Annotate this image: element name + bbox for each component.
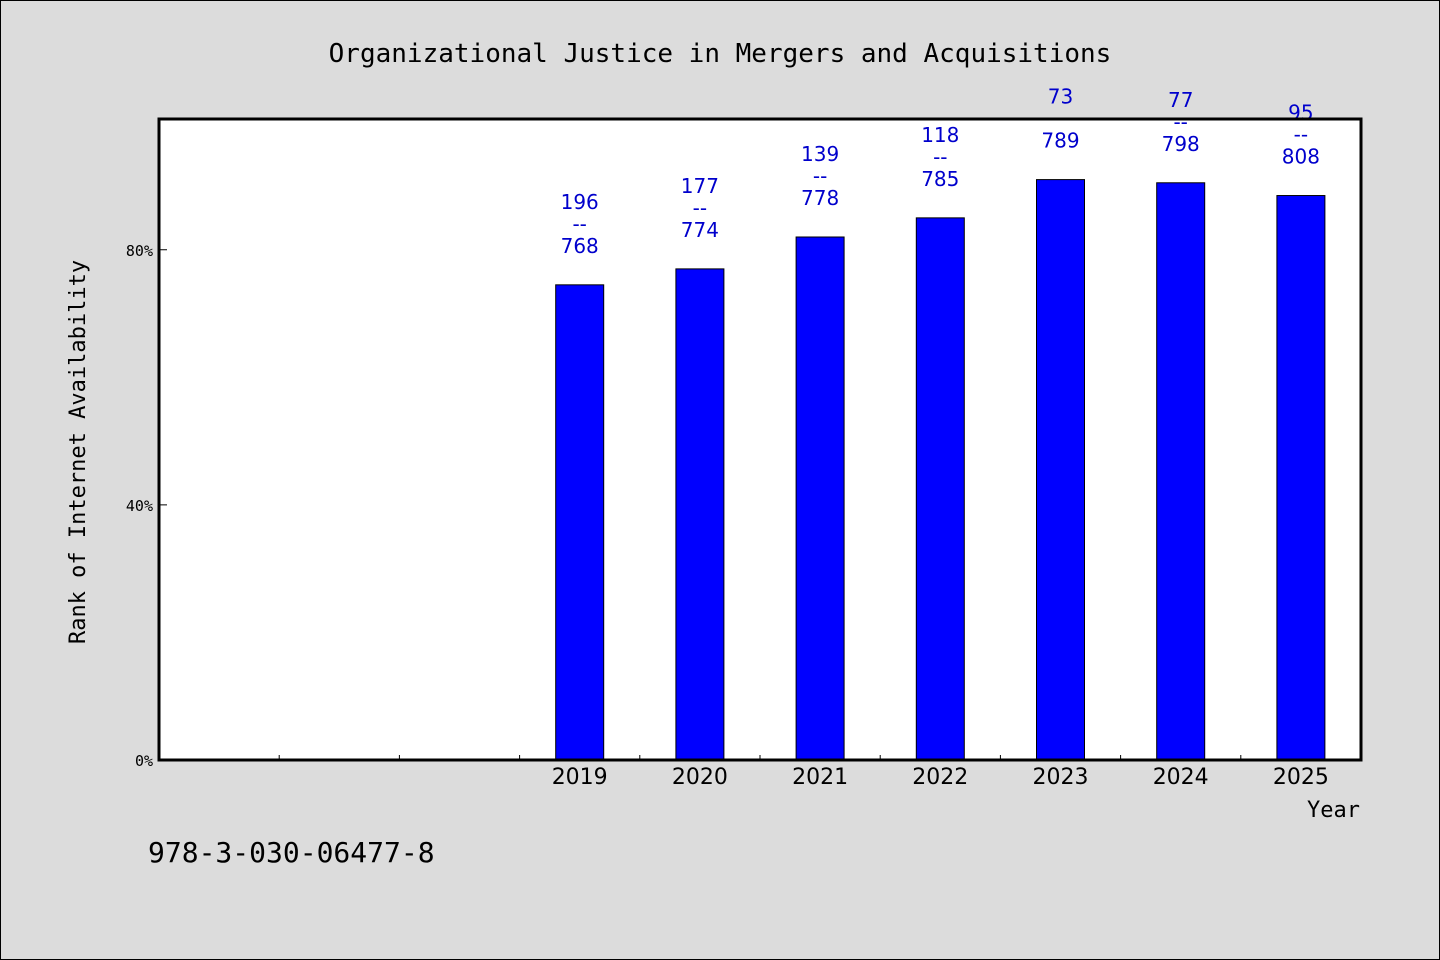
x-axis-label: Year xyxy=(1307,798,1360,823)
data-label: 768 xyxy=(561,234,599,258)
bar xyxy=(675,268,725,761)
bar xyxy=(795,236,845,761)
bar xyxy=(1156,182,1206,761)
plot-border xyxy=(157,117,1363,762)
data-label: 95 xyxy=(1288,101,1313,125)
axes-layer: 0% 40% 80% 2019 2020 2021 2022 2023 2024 2025 xyxy=(126,242,1329,790)
bar xyxy=(915,217,965,761)
data-label: -- xyxy=(572,212,586,236)
data-label: -- xyxy=(1173,110,1187,134)
data-label: 77 xyxy=(1168,88,1193,112)
bar xyxy=(1276,195,1326,761)
x-tick-label: 2022 xyxy=(912,765,968,790)
bars-layer: 196--768177--774139--778118--78573--7897… xyxy=(555,85,1326,761)
bar xyxy=(555,284,605,761)
bar xyxy=(1036,179,1085,761)
data-label: -- xyxy=(933,145,947,169)
data-label: 118 xyxy=(921,123,959,147)
data-label: 196 xyxy=(561,190,599,214)
data-label: -- xyxy=(813,164,827,188)
x-tick-label: 2020 xyxy=(672,765,728,790)
data-label: 785 xyxy=(921,167,959,191)
data-label: 789 xyxy=(1041,129,1079,153)
y-tick-label: 80% xyxy=(126,242,153,260)
chart-title: Organizational Justice in Mergers and Ac… xyxy=(329,39,1112,69)
data-label: 774 xyxy=(681,218,719,242)
x-tick-label: 2023 xyxy=(1033,765,1089,790)
x-tick-label: 2019 xyxy=(552,765,608,790)
x-tick-label: 2025 xyxy=(1273,765,1329,790)
y-tick-label: 0% xyxy=(135,752,153,770)
isbn-text: 978-3-030-06477-8 xyxy=(148,836,435,869)
data-label: 808 xyxy=(1282,145,1320,169)
data-label: -- xyxy=(693,196,707,220)
data-label: 798 xyxy=(1162,132,1200,156)
data-label: 177 xyxy=(681,174,719,198)
x-tick-label: 2024 xyxy=(1153,765,1209,790)
data-label: 139 xyxy=(801,142,839,166)
data-label: 73 xyxy=(1048,85,1073,109)
data-label: -- xyxy=(1294,123,1308,147)
y-axis-label: Rank of Internet Availability xyxy=(66,260,91,644)
data-label: 778 xyxy=(801,186,839,210)
x-tick-label: 2021 xyxy=(792,765,848,790)
y-tick-label: 40% xyxy=(126,497,153,515)
